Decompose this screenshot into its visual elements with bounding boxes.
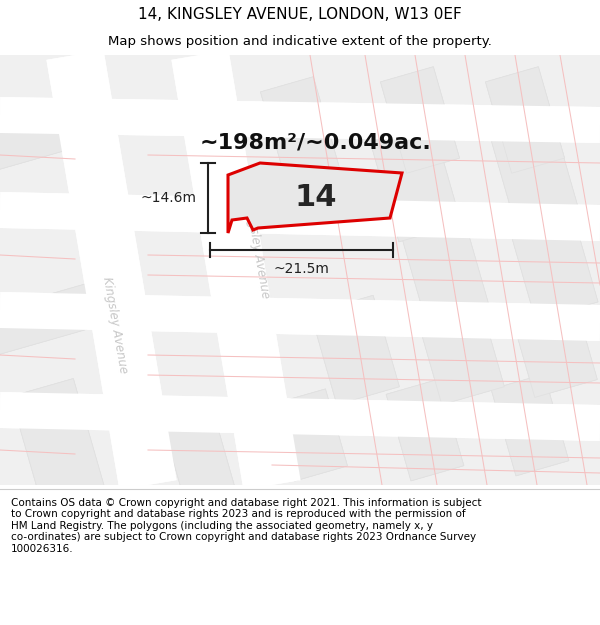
Polygon shape bbox=[491, 121, 580, 229]
Polygon shape bbox=[0, 269, 148, 381]
Text: ~14.6m: ~14.6m bbox=[140, 191, 196, 205]
Polygon shape bbox=[513, 302, 597, 398]
Text: 14: 14 bbox=[295, 184, 337, 213]
Polygon shape bbox=[0, 292, 600, 341]
Polygon shape bbox=[416, 296, 505, 404]
Polygon shape bbox=[0, 192, 600, 241]
Polygon shape bbox=[46, 50, 176, 490]
Polygon shape bbox=[0, 97, 600, 143]
Polygon shape bbox=[172, 50, 301, 490]
Polygon shape bbox=[513, 302, 597, 398]
Polygon shape bbox=[0, 97, 105, 183]
Polygon shape bbox=[311, 296, 400, 404]
Polygon shape bbox=[311, 296, 400, 404]
Polygon shape bbox=[491, 374, 569, 476]
Polygon shape bbox=[386, 379, 464, 481]
Polygon shape bbox=[485, 67, 565, 173]
Polygon shape bbox=[0, 192, 600, 241]
Polygon shape bbox=[163, 409, 238, 511]
Text: Kingsley Avenue: Kingsley Avenue bbox=[242, 201, 272, 299]
Text: ~21.5m: ~21.5m bbox=[274, 262, 329, 276]
Polygon shape bbox=[260, 77, 340, 183]
Text: Kingsley Avenue: Kingsley Avenue bbox=[100, 276, 130, 374]
Polygon shape bbox=[0, 269, 148, 381]
Polygon shape bbox=[485, 67, 565, 173]
Polygon shape bbox=[272, 389, 347, 481]
Polygon shape bbox=[400, 213, 490, 327]
Polygon shape bbox=[0, 292, 600, 341]
Polygon shape bbox=[386, 379, 464, 481]
Polygon shape bbox=[0, 55, 600, 485]
Polygon shape bbox=[163, 409, 238, 511]
Polygon shape bbox=[380, 67, 460, 173]
Polygon shape bbox=[416, 296, 505, 404]
Polygon shape bbox=[380, 67, 460, 173]
Polygon shape bbox=[11, 379, 109, 521]
Polygon shape bbox=[0, 392, 600, 441]
Polygon shape bbox=[0, 97, 105, 183]
Polygon shape bbox=[512, 220, 598, 320]
Text: Map shows position and indicative extent of the property.: Map shows position and indicative extent… bbox=[108, 35, 492, 48]
Polygon shape bbox=[368, 118, 461, 242]
Text: 14, KINGSLEY AVENUE, LONDON, W13 0EF: 14, KINGSLEY AVENUE, LONDON, W13 0EF bbox=[138, 8, 462, 22]
Text: ~198m²/~0.049ac.: ~198m²/~0.049ac. bbox=[199, 133, 431, 153]
Polygon shape bbox=[0, 97, 600, 143]
Text: Contains OS data © Crown copyright and database right 2021. This information is : Contains OS data © Crown copyright and d… bbox=[11, 498, 481, 554]
Polygon shape bbox=[512, 220, 598, 320]
Polygon shape bbox=[228, 163, 402, 233]
Polygon shape bbox=[11, 379, 109, 521]
Polygon shape bbox=[491, 121, 580, 229]
Polygon shape bbox=[260, 77, 340, 183]
Polygon shape bbox=[46, 50, 176, 490]
Polygon shape bbox=[400, 213, 490, 327]
Polygon shape bbox=[172, 50, 301, 490]
Polygon shape bbox=[368, 118, 461, 242]
Polygon shape bbox=[0, 392, 600, 441]
Polygon shape bbox=[272, 389, 347, 481]
Polygon shape bbox=[491, 374, 569, 476]
